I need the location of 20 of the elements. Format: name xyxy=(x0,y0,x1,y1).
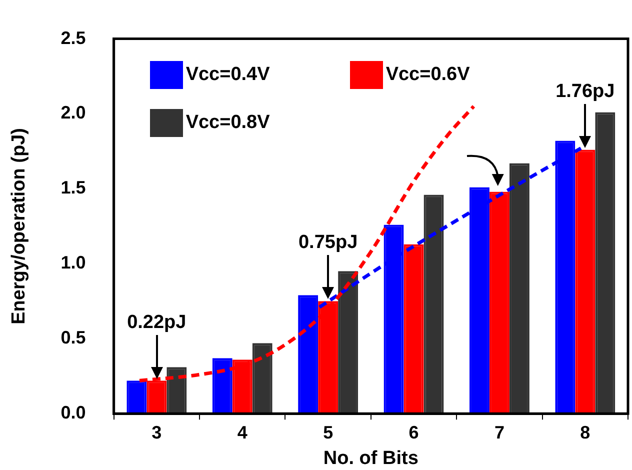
y-axis-title: Energy/operation (pJ) xyxy=(8,128,30,324)
y-tick-label: 2.5 xyxy=(60,28,86,48)
legend-label: Vcc=0.6V xyxy=(386,64,470,86)
y-tick-label: 0.5 xyxy=(60,328,86,348)
y-tick-label: 0.0 xyxy=(60,402,86,423)
x-tick-label: 6 xyxy=(408,422,419,442)
x-axis-title: No. of Bits xyxy=(323,448,418,469)
y-tick-label: 1.0 xyxy=(60,252,86,273)
legend-label: Vcc=0.8V xyxy=(186,112,270,134)
x-tick-label: 3 xyxy=(152,422,162,442)
x-tick-label: 7 xyxy=(494,422,504,442)
annotation: 1.76pJ xyxy=(556,80,615,103)
annotation: 0.75pJ xyxy=(298,232,358,254)
x-tick-label: 4 xyxy=(237,422,248,442)
y-tick-label: 2.0 xyxy=(60,102,86,123)
annotation: 0.22pJ xyxy=(127,312,186,334)
legend-label: Vcc=0.4V xyxy=(186,64,270,86)
x-tick-label: 8 xyxy=(580,422,590,442)
x-tick-label: 5 xyxy=(323,422,334,442)
y-tick-label: 1.5 xyxy=(60,178,86,198)
